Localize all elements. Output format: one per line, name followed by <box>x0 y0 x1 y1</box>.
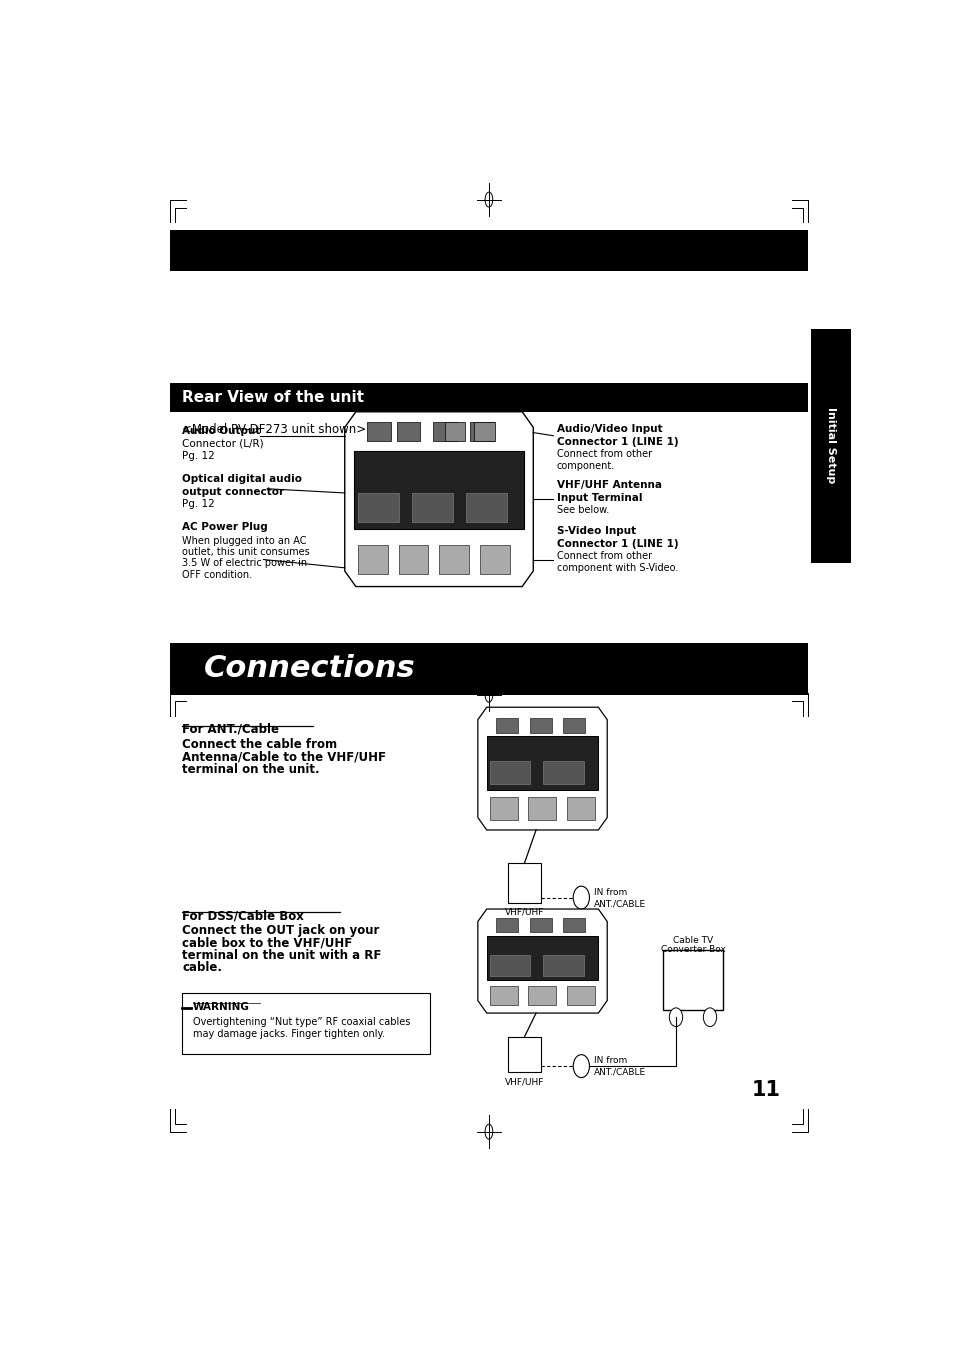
Text: Connections: Connections <box>204 654 416 684</box>
FancyBboxPatch shape <box>357 544 387 574</box>
Circle shape <box>702 1008 716 1027</box>
FancyBboxPatch shape <box>489 986 517 1005</box>
FancyBboxPatch shape <box>465 493 506 521</box>
Text: Overtightening “Nut type” RF coaxial cables
may damage jacks. Finger tighten onl: Overtightening “Nut type” RF coaxial cab… <box>193 1017 410 1039</box>
Text: For ANT./Cable: For ANT./Cable <box>182 723 279 736</box>
FancyBboxPatch shape <box>182 993 429 1054</box>
Text: Input Terminal: Input Terminal <box>557 493 641 503</box>
Text: VHF/UHF: VHF/UHF <box>504 908 543 917</box>
FancyBboxPatch shape <box>479 544 509 574</box>
FancyBboxPatch shape <box>486 736 598 790</box>
Text: outlet, this unit consumes: outlet, this unit consumes <box>182 547 310 557</box>
FancyBboxPatch shape <box>542 955 583 975</box>
FancyBboxPatch shape <box>357 493 398 521</box>
Text: Rear View of the unit: Rear View of the unit <box>182 389 364 405</box>
FancyBboxPatch shape <box>486 936 598 979</box>
FancyBboxPatch shape <box>508 863 540 902</box>
Text: Audio/Video Input: Audio/Video Input <box>557 424 662 434</box>
Text: See below.: See below. <box>557 505 609 516</box>
Text: component with S-Video.: component with S-Video. <box>557 562 678 573</box>
FancyBboxPatch shape <box>529 919 551 932</box>
Text: For DSS/Cable Box: For DSS/Cable Box <box>182 909 304 921</box>
Text: IN from: IN from <box>594 1056 626 1066</box>
Text: IN from: IN from <box>594 888 626 897</box>
FancyBboxPatch shape <box>542 762 583 784</box>
FancyBboxPatch shape <box>170 382 807 412</box>
FancyBboxPatch shape <box>367 422 390 440</box>
Text: ANT./CABLE: ANT./CABLE <box>594 1067 645 1077</box>
Text: terminal on the unit with a RF: terminal on the unit with a RF <box>182 948 381 962</box>
Text: WARNING: WARNING <box>193 1001 250 1012</box>
Text: Antenna/Cable to the VHF/UHF: Antenna/Cable to the VHF/UHF <box>182 751 386 763</box>
FancyBboxPatch shape <box>528 797 556 820</box>
FancyBboxPatch shape <box>489 762 530 784</box>
Text: Connector (L/R): Connector (L/R) <box>182 439 263 449</box>
FancyBboxPatch shape <box>170 230 807 272</box>
Text: VHF/UHF: VHF/UHF <box>504 1078 543 1086</box>
FancyBboxPatch shape <box>529 717 551 734</box>
Text: Connector 1 (LINE 1): Connector 1 (LINE 1) <box>557 436 678 447</box>
Text: S-Video Input: S-Video Input <box>557 526 636 536</box>
FancyBboxPatch shape <box>562 919 584 932</box>
FancyBboxPatch shape <box>508 1038 540 1073</box>
Text: 3.5 W of electric power in: 3.5 W of electric power in <box>182 558 307 569</box>
FancyBboxPatch shape <box>474 422 495 440</box>
FancyBboxPatch shape <box>496 717 518 734</box>
FancyBboxPatch shape <box>566 797 594 820</box>
Text: output connector: output connector <box>182 486 284 497</box>
FancyBboxPatch shape <box>470 422 494 440</box>
Text: Cable TV: Cable TV <box>672 936 712 946</box>
Text: Pg. 12: Pg. 12 <box>182 499 214 509</box>
FancyBboxPatch shape <box>170 643 807 694</box>
Polygon shape <box>477 909 606 1013</box>
Text: OFF condition.: OFF condition. <box>182 570 252 580</box>
Text: Optical digital audio: Optical digital audio <box>182 474 302 484</box>
FancyBboxPatch shape <box>566 986 594 1005</box>
Text: VHF/UHF Antenna: VHF/UHF Antenna <box>557 481 661 490</box>
FancyBboxPatch shape <box>810 328 850 562</box>
Text: cable.: cable. <box>182 961 222 974</box>
Circle shape <box>573 886 589 909</box>
Circle shape <box>573 1055 589 1078</box>
Text: Connect the cable from: Connect the cable from <box>182 739 336 751</box>
Text: Connect from other: Connect from other <box>557 450 652 459</box>
Text: component.: component. <box>557 461 615 470</box>
Text: Audio Output: Audio Output <box>182 427 260 436</box>
FancyBboxPatch shape <box>433 422 456 440</box>
Text: Connector 1 (LINE 1): Connector 1 (LINE 1) <box>557 539 678 549</box>
FancyBboxPatch shape <box>398 544 428 574</box>
Text: Pg. 12: Pg. 12 <box>182 451 214 461</box>
Text: Converter Box: Converter Box <box>659 944 724 954</box>
Text: <Model PV-DF273 unit shown>: <Model PV-DF273 unit shown> <box>182 423 366 436</box>
Circle shape <box>669 1008 682 1027</box>
FancyBboxPatch shape <box>496 919 518 932</box>
FancyBboxPatch shape <box>354 451 524 530</box>
Text: Connect from other: Connect from other <box>557 551 652 561</box>
FancyBboxPatch shape <box>439 544 469 574</box>
FancyBboxPatch shape <box>489 955 530 975</box>
FancyBboxPatch shape <box>396 422 419 440</box>
FancyBboxPatch shape <box>444 422 465 440</box>
FancyBboxPatch shape <box>489 797 517 820</box>
Text: terminal on the unit.: terminal on the unit. <box>182 763 319 777</box>
Text: 11: 11 <box>751 1079 780 1100</box>
Polygon shape <box>344 412 533 586</box>
FancyBboxPatch shape <box>662 950 722 1011</box>
Text: AC Power Plug: AC Power Plug <box>182 521 268 532</box>
FancyBboxPatch shape <box>562 717 584 734</box>
Text: Initial Setup: Initial Setup <box>825 408 835 484</box>
Text: ANT./CABLE: ANT./CABLE <box>594 900 645 908</box>
FancyBboxPatch shape <box>412 493 453 521</box>
Polygon shape <box>477 707 606 830</box>
Text: Connect the OUT jack on your: Connect the OUT jack on your <box>182 924 379 936</box>
Text: When plugged into an AC: When plugged into an AC <box>182 535 306 546</box>
FancyBboxPatch shape <box>528 986 556 1005</box>
Text: cable box to the VHF/UHF: cable box to the VHF/UHF <box>182 936 352 950</box>
